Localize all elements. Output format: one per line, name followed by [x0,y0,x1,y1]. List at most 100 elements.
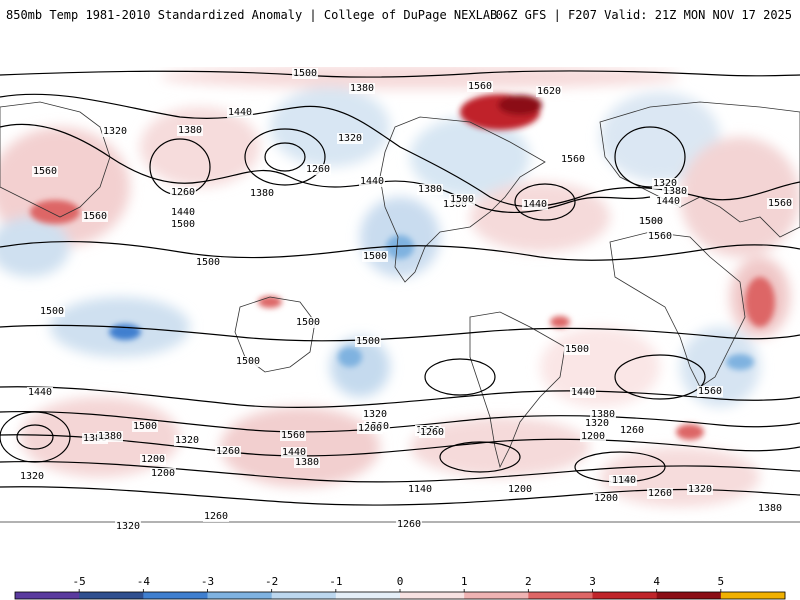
contour-label-bg [536,86,562,97]
contour-label: 1380 [83,433,107,444]
high-south-atlantic [424,358,496,396]
colorbar-tick-label: 3 [589,575,596,588]
contour-label: 1500 [639,216,663,227]
contour-label-bg [647,231,673,242]
contour-label-bg [359,176,385,187]
contour-label-bg [638,216,664,227]
contour-label-bg [215,446,241,457]
contour-label-bg [82,211,108,222]
contour-label-bg [655,196,681,207]
contour-1320-south [0,434,800,457]
contour-1500-north [0,70,800,78]
north-america-outline [379,116,546,283]
contour-label: 1500 [40,306,64,317]
asia-west-outline [0,101,111,218]
contour-label-bg [362,409,388,420]
contour-label-bg [362,251,388,262]
contour-label-bg [355,336,381,347]
contour-label: 1260 [171,187,195,198]
contour-label: 1260 [620,425,644,436]
contour-label: 1320 [103,126,127,137]
contour-label: 1260 [397,519,421,530]
colorbar-tick-label: 5 [718,575,725,588]
contour-label: 1380 [418,184,442,195]
contour-label: 1380 [250,188,274,199]
run-info: 06Z GFS | F207 Valid: 21Z MON NOV 17 202… [495,8,792,22]
contour-label: 1500 [236,356,260,367]
contour-label: 1140 [408,484,432,495]
contour-label: 1560 [83,211,107,222]
contour-1380-north [0,123,651,214]
contour-label: 1320 [688,484,712,495]
contour-label: 1140 [612,475,636,486]
contour-label: 1200 [141,454,165,465]
height-contours [0,70,800,506]
contour-label-bg [132,421,158,432]
contour-label: 1200 [358,423,382,434]
contour-label-bg [170,219,196,230]
contour-label: 1500 [133,421,157,432]
contour-label: 1200 [581,431,605,442]
contour-label-bg [295,317,321,328]
colorbar-tick-label: -2 [265,575,278,588]
low-atlantic [514,183,576,221]
map-title: 850mb Temp 1981-2010 Standardized Anomal… [6,8,498,22]
colorbar-tick-label: -3 [201,575,214,588]
contour-label: 1440 [282,447,306,458]
colorbar: -5 -4 -3 -2 -1 0 1 2 3 4 5 [14,575,786,600]
contour-label: 1380 [350,83,374,94]
high-south-indian [614,354,706,400]
contour-label-bg [292,68,318,79]
colorbar-bin [720,592,786,599]
contour-label: 1200 [151,468,175,479]
contour-label: 1320 [116,521,140,530]
contour-label-bg [32,166,58,177]
contour-label-bg [593,493,619,504]
contour-label-bg [449,194,475,205]
contour-label: 1500 [293,68,317,79]
contour-label-bg [174,435,200,446]
contour-label: 1500 [363,251,387,262]
contour-label-bg [560,154,586,165]
contour-label-bg [396,519,422,530]
colorbar-tick-label: 1 [461,575,468,588]
contour-label-bg [570,387,596,398]
contour-label: 1260 [216,446,240,457]
anomaly-hotspots [30,94,775,440]
colorbar-bin [143,592,208,599]
contour-label-bg [140,454,166,465]
colorbar-bin [528,592,593,599]
africa-outline [609,231,746,388]
contour-label-bg [357,423,383,434]
contour-label: 1560 [698,386,722,397]
contour-1500-tropics [0,324,800,342]
contour-label-bg [697,386,723,397]
low-southern-ocean-inner [16,424,54,450]
contour-label: 1560 [33,166,57,177]
colorbar-bin [656,592,722,599]
colorbar-bin [592,592,658,599]
contour-label-bg [757,503,783,514]
contour-label: 1440 [28,387,52,398]
colorbar-ticks: -5 -4 -3 -2 -1 0 1 2 3 4 5 [73,575,725,592]
contour-label: 1380 [591,409,615,420]
contour-label-bg [281,447,307,458]
contour-1440-south [0,386,800,408]
low-south-pacific [439,441,521,473]
contour-label: 1320 [175,435,199,446]
colorbar-tick-label: 4 [653,575,660,588]
colorbar-bin [400,592,465,599]
contour-label: 1380 [758,503,782,514]
contour-label-bg [249,188,275,199]
contour-label-bg [619,425,645,436]
contour-label-bg [102,126,128,137]
contour-label-bg [337,133,363,144]
colorbar-tick-label: -1 [329,575,342,588]
colorbar-tick-label: 0 [397,575,404,588]
colorbar-outline [14,591,786,600]
contour-label: 1560 [561,154,585,165]
low-southern-ocean [0,411,71,463]
colorbar-bin [79,592,144,599]
